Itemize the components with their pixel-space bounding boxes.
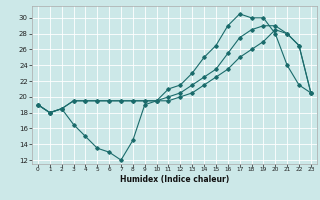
X-axis label: Humidex (Indice chaleur): Humidex (Indice chaleur) bbox=[120, 175, 229, 184]
